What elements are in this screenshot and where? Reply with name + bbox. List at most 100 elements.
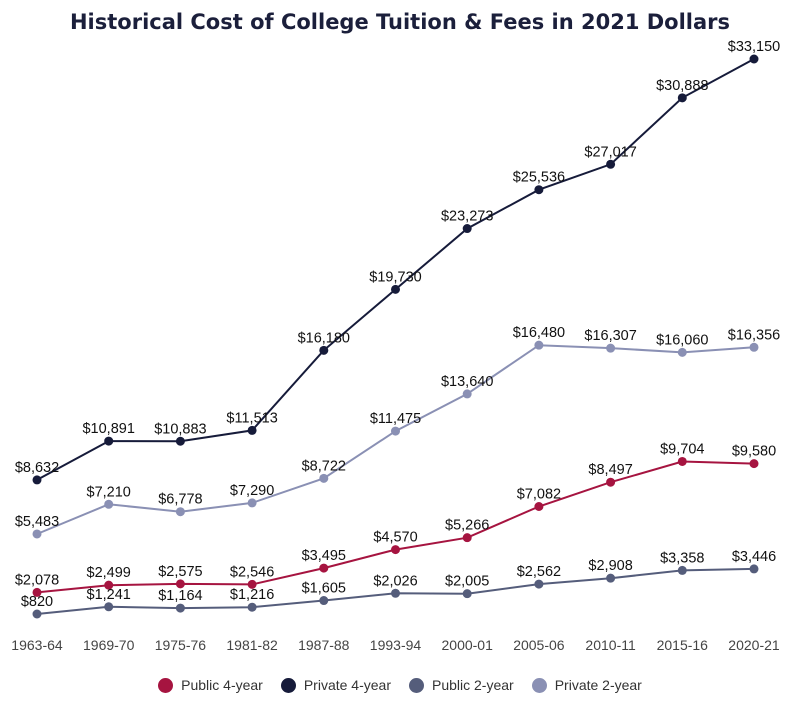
data-label: $2,005 [445,574,489,590]
legend-marker [531,677,547,693]
data-label: $13,640 [441,374,493,390]
data-label: $8,497 [588,462,632,478]
data-label: $1,605 [302,581,346,597]
legend-marker [158,677,174,693]
data-point [534,502,544,512]
data-point [606,343,616,353]
data-label: $2,546 [230,564,274,580]
data-label: $2,499 [87,565,131,581]
data-point [175,603,185,613]
data-point [247,579,257,589]
data-point [247,425,257,435]
data-point [32,587,42,597]
data-label: $4,570 [373,530,417,546]
data-point [104,580,114,590]
data-point [319,596,329,606]
data-point [534,340,544,350]
data-point [104,499,114,509]
data-point [606,159,616,169]
data-point [104,436,114,446]
data-label: $2,078 [15,572,59,588]
x-tick-label: 2010-11 [585,637,636,653]
data-label: $9,704 [660,441,704,457]
data-point [677,565,687,575]
legend-item: Private 2-year [531,677,642,693]
data-point [319,473,329,483]
data-label: $5,266 [445,518,489,534]
legend-label: Public 4-year [181,677,263,693]
data-label: $30,888 [656,78,708,94]
data-label: $6,778 [158,492,202,508]
data-point [391,426,400,436]
data-point [677,93,687,103]
legend-item: Public 4-year [158,677,263,693]
data-label: $33,150 [728,39,780,55]
x-tick-label: 2020-21 [728,637,780,653]
chart-title: Historical Cost of College Tuition & Fee… [69,10,731,34]
x-tick-label: 1993-94 [370,637,422,653]
data-label: $7,082 [517,487,561,503]
data-label: $820 [21,594,53,610]
data-point [247,498,257,508]
data-point [32,475,42,485]
data-point [175,507,185,517]
x-tick-label: 1975-76 [155,637,207,653]
data-point [606,477,616,487]
x-tick-label: 2000-01 [442,637,494,653]
data-label: $8,632 [15,460,59,476]
legend-label: Public 2-year [432,677,514,693]
data-label: $27,017 [584,144,636,160]
data-label: $2,908 [588,558,632,574]
x-tick-label: 2015-16 [657,637,709,653]
data-point [749,459,759,469]
data-label: $1,164 [158,588,202,604]
x-tick-label: 1981-82 [226,637,278,653]
data-point [749,342,759,352]
data-label: $10,891 [82,421,134,437]
data-point [247,602,257,612]
data-label: $10,883 [154,421,206,437]
data-point [749,54,759,64]
data-point [534,185,544,195]
data-point [462,589,472,599]
legend-label: Private 4-year [303,677,391,693]
data-point [32,529,42,539]
data-label: $16,480 [513,325,565,341]
data-label: $7,210 [87,484,131,500]
data-point [319,345,329,355]
data-point [534,579,544,589]
data-point [391,545,400,555]
data-label: $25,536 [513,170,565,186]
data-point [32,609,42,619]
data-point [606,573,616,583]
legend: Public 4-year Private 4-year Public 2-year… [0,677,800,693]
x-tick-label: 1963-64 [11,637,63,653]
data-label: $16,356 [728,327,780,343]
series-line-private-2-year [36,344,755,535]
data-point [677,347,687,357]
data-label: $16,060 [656,332,708,348]
data-label: $3,358 [660,550,704,566]
x-tick-label: 2005-06 [513,637,565,653]
legend-item: Private 4-year [280,677,391,693]
data-point [462,389,472,399]
data-point [391,284,400,294]
data-label: $16,307 [584,328,636,344]
data-point [319,563,329,573]
legend-label: Private 2-year [554,677,642,693]
data-label: $2,575 [158,564,202,580]
data-label: $8,722 [302,458,346,474]
legend-marker [409,677,424,693]
x-tick-label: 1987-88 [298,637,350,653]
data-point [462,533,472,543]
data-label: $11,513 [226,410,277,426]
data-label: $1,241 [87,587,131,603]
data-point [462,224,472,234]
legend-marker [280,677,296,693]
data-point [391,588,400,598]
data-label: $2,562 [517,564,561,580]
data-label: $7,290 [230,483,274,499]
data-point [175,436,185,446]
data-label: $3,446 [732,549,776,565]
